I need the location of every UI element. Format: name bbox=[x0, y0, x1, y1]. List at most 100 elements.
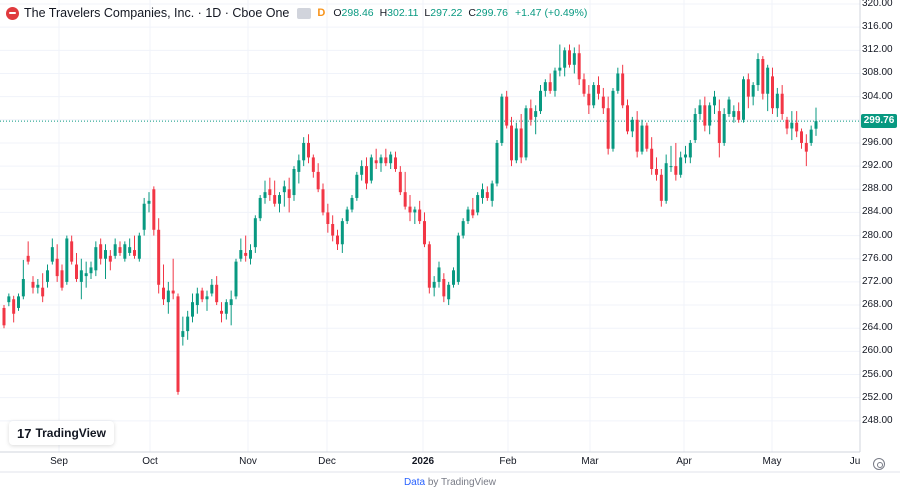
candle-body bbox=[26, 255, 30, 262]
candle-body bbox=[505, 96, 509, 126]
candle bbox=[398, 166, 402, 196]
candle bbox=[466, 206, 470, 224]
candle-body bbox=[452, 270, 455, 285]
candle bbox=[669, 145, 673, 172]
candle-body bbox=[137, 235, 141, 259]
candle-body bbox=[761, 59, 765, 94]
footer-by-text: by TradingView bbox=[427, 477, 497, 488]
candle bbox=[200, 287, 204, 303]
candle-body bbox=[389, 154, 393, 164]
candle bbox=[31, 276, 35, 294]
candle bbox=[215, 276, 219, 306]
candle bbox=[674, 142, 678, 181]
candle bbox=[268, 177, 272, 201]
y-tick-label: 308.00 bbox=[862, 67, 893, 79]
tradingview-logo-icon: 17 bbox=[17, 425, 32, 441]
candle-body bbox=[287, 189, 291, 198]
candle bbox=[21, 259, 25, 300]
candle bbox=[597, 76, 600, 100]
candle-body bbox=[7, 296, 11, 303]
x-tick-label: Ju bbox=[849, 456, 861, 467]
candle-body bbox=[737, 111, 741, 120]
tradingview-watermark[interactable]: 17 TradingView bbox=[9, 421, 114, 445]
candle bbox=[548, 73, 552, 94]
candle-body bbox=[510, 125, 513, 161]
candle bbox=[437, 261, 441, 288]
candle-body bbox=[775, 93, 779, 109]
y-tick-label: 260.00 bbox=[862, 345, 893, 357]
candle bbox=[713, 90, 716, 114]
candle-body bbox=[746, 79, 750, 97]
candle-body bbox=[601, 96, 605, 109]
candle bbox=[99, 238, 103, 265]
candle-body bbox=[99, 244, 103, 259]
candle bbox=[403, 171, 407, 210]
symbol-title[interactable]: The Travelers Companies, Inc. · 1D · Cbo… bbox=[24, 6, 290, 20]
candle bbox=[166, 281, 170, 314]
candle bbox=[282, 180, 286, 207]
candle-body bbox=[795, 122, 799, 132]
candle bbox=[104, 244, 107, 279]
candle bbox=[717, 99, 721, 158]
open-value: 298.46 bbox=[341, 7, 374, 19]
candle bbox=[809, 125, 813, 146]
candle-body bbox=[558, 67, 562, 71]
candle bbox=[500, 93, 504, 146]
candle bbox=[302, 137, 306, 167]
candle-body bbox=[113, 244, 117, 256]
candle bbox=[26, 241, 30, 265]
candle-body bbox=[379, 157, 383, 164]
candle-body bbox=[495, 142, 499, 184]
eye-icon[interactable] bbox=[297, 7, 312, 19]
x-tick-label: Nov bbox=[239, 456, 257, 467]
gear-icon[interactable] bbox=[873, 458, 885, 470]
candle-body bbox=[809, 129, 813, 143]
candle bbox=[311, 154, 315, 178]
candle-body bbox=[664, 163, 668, 201]
candle bbox=[543, 79, 547, 97]
market-status-flag[interactable]: D bbox=[317, 7, 326, 19]
candle bbox=[630, 116, 634, 138]
candle bbox=[447, 281, 451, 306]
candle-body bbox=[413, 209, 417, 213]
x-tick-label: May bbox=[762, 456, 782, 467]
high-label: H bbox=[379, 7, 388, 19]
candle bbox=[205, 290, 209, 311]
candle bbox=[379, 154, 383, 172]
candle bbox=[761, 56, 765, 100]
candle-body bbox=[176, 296, 180, 392]
candle-body bbox=[466, 209, 470, 222]
candle bbox=[640, 119, 644, 155]
candle-body bbox=[365, 166, 368, 184]
candle-body bbox=[345, 209, 349, 222]
candle-body bbox=[635, 119, 639, 152]
change-value: +1.47 (+0.49%) bbox=[514, 7, 588, 19]
candle bbox=[65, 235, 69, 285]
x-tick-label: Feb bbox=[499, 456, 517, 467]
candle bbox=[133, 235, 136, 259]
candle bbox=[369, 154, 373, 184]
candle-body bbox=[751, 85, 755, 97]
candle bbox=[727, 96, 731, 117]
candle bbox=[751, 82, 755, 106]
candle-body bbox=[292, 169, 296, 196]
candle-body bbox=[326, 212, 330, 224]
y-tick-label: 284.00 bbox=[862, 206, 893, 218]
candle bbox=[775, 87, 779, 117]
candle-body bbox=[553, 70, 557, 91]
candle bbox=[611, 87, 615, 152]
candle-body bbox=[307, 142, 310, 158]
candle bbox=[195, 287, 199, 314]
data-link[interactable]: Data bbox=[403, 477, 426, 488]
x-tick-label: Apr bbox=[676, 456, 692, 467]
candle-body bbox=[104, 250, 107, 259]
candles bbox=[2, 44, 818, 395]
candle-body bbox=[220, 310, 223, 314]
y-tick-label: 276.00 bbox=[862, 252, 893, 264]
candle-body bbox=[519, 128, 523, 158]
y-tick-label: 280.00 bbox=[862, 229, 893, 241]
candle bbox=[316, 163, 320, 193]
candle-body bbox=[147, 200, 151, 204]
candle bbox=[568, 44, 571, 68]
